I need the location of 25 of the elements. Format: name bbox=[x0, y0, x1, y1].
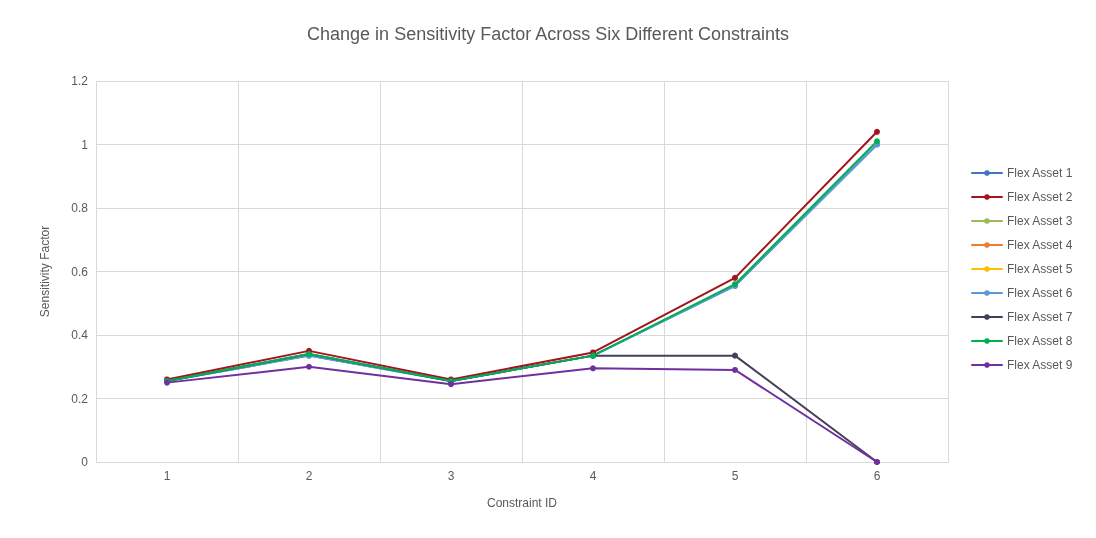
legend-label: Flex Asset 8 bbox=[1006, 334, 1073, 348]
y-tick-label: 0.2 bbox=[71, 391, 89, 406]
legend-label: Flex Asset 5 bbox=[1006, 262, 1073, 276]
legend-label: Flex Asset 4 bbox=[1006, 238, 1073, 252]
y-tick-label: 0.4 bbox=[71, 328, 89, 342]
x-tick-label: 4 bbox=[589, 469, 597, 483]
legend-label: Flex Asset 1 bbox=[1006, 166, 1073, 180]
x-tick-label: 5 bbox=[731, 469, 739, 483]
legend-label: Flex Asset 3 bbox=[1006, 214, 1073, 228]
x-tick-label: 1 bbox=[163, 469, 171, 483]
y-tick-label: 1 bbox=[81, 137, 89, 152]
x-tick-label: 2 bbox=[305, 469, 313, 483]
legend-label: Flex Asset 9 bbox=[1006, 358, 1073, 372]
chart-title: Change in Sensitivity Factor Across Six Different Constraints bbox=[307, 24, 789, 44]
legend-label: Flex Asset 7 bbox=[1006, 310, 1073, 324]
x-tick-label: 6 bbox=[873, 469, 881, 483]
y-tick-label: 0.6 bbox=[71, 264, 89, 279]
x-tick-label: 3 bbox=[447, 469, 455, 483]
y-tick-label: 0 bbox=[81, 455, 89, 469]
legend-label: Flex Asset 2 bbox=[1006, 190, 1073, 204]
y-tick-label: 0.8 bbox=[71, 201, 89, 215]
x-axis-title: Constraint ID bbox=[486, 496, 558, 510]
y-tick-label: 1.2 bbox=[71, 74, 89, 88]
y-axis-title: Sensitivity Factor bbox=[38, 225, 52, 318]
legend-label: Flex Asset 6 bbox=[1006, 286, 1073, 300]
